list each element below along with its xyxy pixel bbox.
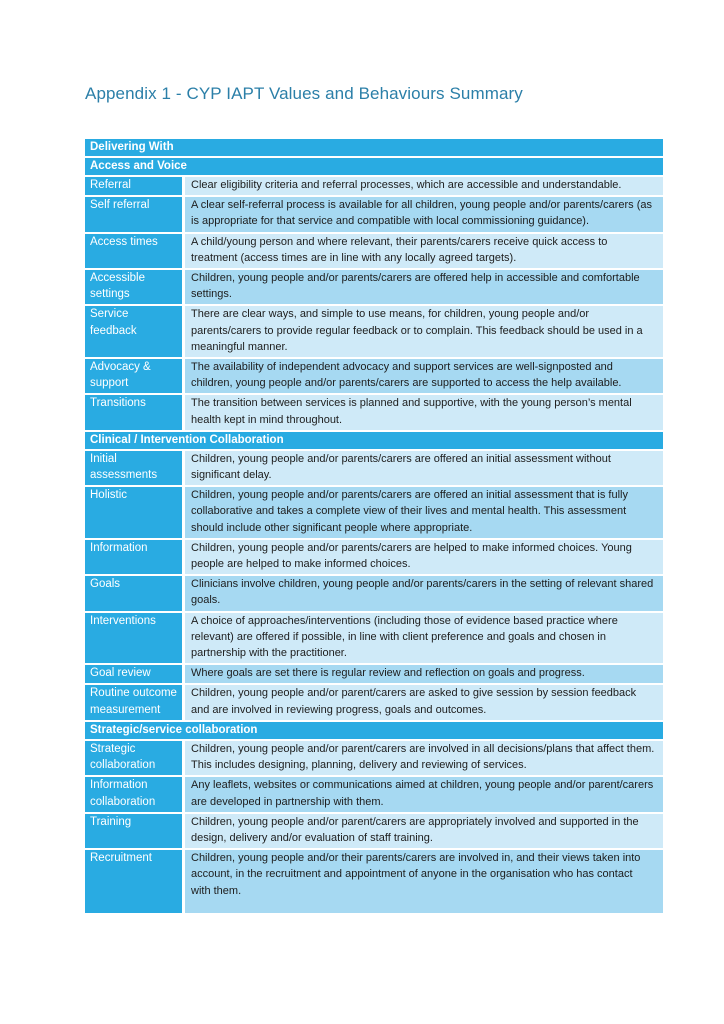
row-label: Strategic collaboration xyxy=(85,740,182,776)
row-text: Children, young people and/or parents/ca… xyxy=(185,539,663,575)
section-header-access-and-voice: Access and Voice xyxy=(85,158,663,175)
table-row-goal-review: Goal review Where goals are set there is … xyxy=(85,665,663,684)
row-text: Where goals are set there is regular rev… xyxy=(185,665,663,684)
values-behaviours-table: Delivering With Access and Voice Referral… xyxy=(85,139,663,913)
table-row-service-feedback: Service feedback There are clear ways, an… xyxy=(85,306,663,358)
row-text: A choice of approaches/interventions (in… xyxy=(185,612,663,664)
table-row-interventions: Interventions A choice of approaches/inte… xyxy=(85,612,663,664)
table-row-initial-assessments: Initial assessments Children, young peopl… xyxy=(85,450,663,486)
row-text: Children, young people and/or their pare… xyxy=(185,850,663,913)
row-label: Access times xyxy=(85,233,182,269)
table-row-routine-outcome-measurement: Routine outcome measurement Children, you… xyxy=(85,685,663,720)
table-row-self-referral: Self referral A clear self-referral proce… xyxy=(85,197,663,232)
row-label: Goals xyxy=(85,576,182,611)
table-row-training: Training Children, young people and/or pa… xyxy=(85,813,663,849)
row-label: Self referral xyxy=(85,197,182,232)
table-top-header: Delivering With xyxy=(85,139,663,156)
row-label: Holistic xyxy=(85,487,182,538)
table-row-information: Information Children, young people and/or… xyxy=(85,539,663,575)
row-text: The transition between services is plann… xyxy=(185,395,663,430)
row-text: There are clear ways, and simple to use … xyxy=(185,306,663,358)
section-header-strategic-service-collaboration: Strategic/service collaboration xyxy=(85,721,663,739)
row-text: Children, young people and/or parent/car… xyxy=(185,813,663,849)
row-label: Information xyxy=(85,539,182,575)
table-row-transitions: Transitions The transition between servic… xyxy=(85,395,663,430)
table-row-recruitment: Recruitment Children, young people and/or… xyxy=(85,850,663,913)
row-text: Children, young people and/or parent/car… xyxy=(185,685,663,720)
row-label: Advocacy & support xyxy=(85,359,182,394)
table-row-goals: Goals Clinicians involve children, young … xyxy=(85,576,663,611)
section-header-clinical-intervention-collaboration: Clinical / Intervention Collaboration xyxy=(85,431,663,449)
row-text: Clear eligibility criteria and referral … xyxy=(185,177,663,196)
page-title: Appendix 1 - CYP IAPT Values and Behavio… xyxy=(85,84,523,103)
row-label: Training xyxy=(85,813,182,849)
row-label: Service feedback xyxy=(85,306,182,358)
row-text: A child/young person and where relevant,… xyxy=(185,233,663,269)
row-label: Goal review xyxy=(85,665,182,684)
row-label: Recruitment xyxy=(85,850,182,913)
table-row-advocacy-support: Advocacy & support The availability of in… xyxy=(85,359,663,394)
row-label: Initial assessments xyxy=(85,450,182,486)
row-text: A clear self-referral process is availab… xyxy=(185,197,663,232)
table-row-information-collaboration: Information collaboration Any leaflets, w… xyxy=(85,777,663,812)
table-row-accessible-settings: Accessible settings Children, young peopl… xyxy=(85,270,663,305)
row-label: Information collaboration xyxy=(85,777,182,812)
row-label: Routine outcome measurement xyxy=(85,685,182,720)
row-text: Clinicians involve children, young peopl… xyxy=(185,576,663,611)
table-row-referral: Referral Clear eligibility criteria and r… xyxy=(85,177,663,196)
row-label: Referral xyxy=(85,177,182,196)
table-row-access-times: Access times A child/young person and whe… xyxy=(85,233,663,269)
row-text: Children, young people and/or parents/ca… xyxy=(185,487,663,538)
row-text: Children, young people and/or parents/ca… xyxy=(185,270,663,305)
row-label: Accessible settings xyxy=(85,270,182,305)
row-text: Children, young people and/or parents/ca… xyxy=(185,450,663,486)
row-label: Transitions xyxy=(85,395,182,430)
row-text: The availability of independent advocacy… xyxy=(185,359,663,394)
row-text: Any leaflets, websites or communications… xyxy=(185,777,663,812)
table-row-strategic-collaboration: Strategic collaboration Children, young p… xyxy=(85,740,663,776)
row-label: Interventions xyxy=(85,612,182,664)
table-row-holistic: Holistic Children, young people and/or pa… xyxy=(85,487,663,538)
row-text: Children, young people and/or parent/car… xyxy=(185,740,663,776)
